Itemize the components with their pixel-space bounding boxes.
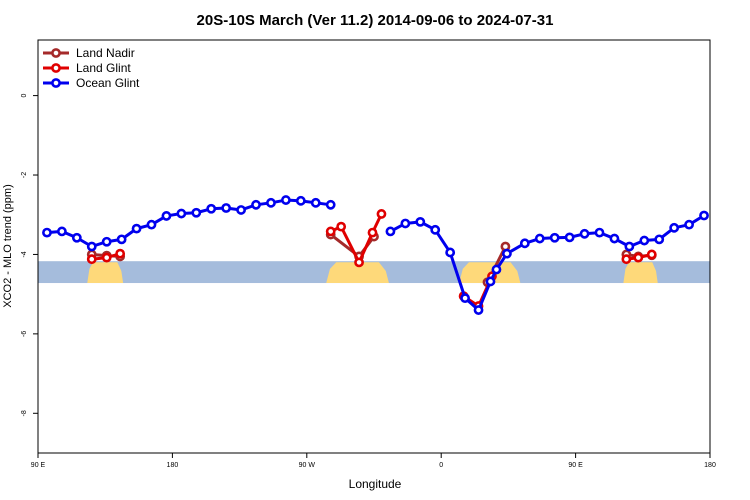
legend-marker-2	[51, 78, 61, 88]
data-point-2-0-12	[221, 203, 232, 213]
data-point-2-0-8	[161, 211, 172, 221]
data-point-1-3-2	[646, 249, 657, 260]
data-point-2-0-11	[206, 203, 217, 214]
y-tick-label-0: 0	[21, 94, 28, 98]
series-lines	[42, 195, 709, 315]
data-point-2-1-22	[699, 210, 709, 221]
data-point-2-1-19	[654, 234, 665, 245]
data-point-2-0-9	[176, 208, 187, 219]
y-tick-label-1: -2	[21, 172, 28, 178]
x-tick-label-5: 180	[704, 462, 716, 469]
land-region-3	[623, 262, 658, 284]
data-point-2-0-7	[146, 219, 157, 230]
data-point-2-0-0	[42, 227, 52, 238]
data-point-2-1-21	[684, 219, 694, 230]
data-point-2-0-17	[295, 195, 306, 206]
chart-title: 20S-10S March (Ver 11.2) 2014-09-06 to 2…	[197, 12, 554, 29]
data-point-1-0-2	[115, 248, 126, 259]
data-point-1-1-3	[367, 227, 378, 238]
data-point-2-0-16	[280, 195, 291, 205]
data-point-2-0-3	[86, 241, 97, 252]
data-point-1-0-1	[101, 252, 112, 263]
series-line-2-0	[46, 198, 331, 248]
data-point-2-0-4	[101, 236, 112, 247]
data-point-2-1-1	[400, 218, 411, 229]
land-region-0	[87, 262, 124, 284]
data-point-1-3-0	[621, 254, 632, 265]
data-point-2-0-14	[251, 199, 261, 210]
data-point-2-1-8	[491, 264, 502, 275]
data-point-2-1-20	[669, 222, 680, 233]
data-point-1-3-1	[633, 252, 644, 263]
data-point-1-1-1	[336, 221, 347, 232]
land-region-1	[326, 262, 389, 284]
data-point-2-1-14	[579, 228, 590, 239]
data-point-2-0-6	[131, 223, 142, 234]
legend-marker-0	[51, 48, 61, 58]
y-tick-label-2: -4	[21, 251, 28, 257]
x-tick-label-1: 180	[167, 462, 179, 469]
x-tick-label-3: 0	[439, 462, 443, 469]
data-point-2-1-2	[415, 216, 426, 227]
data-point-2-1-7	[485, 276, 496, 287]
data-point-2-1-12	[549, 232, 560, 243]
data-point-2-1-4	[445, 247, 456, 258]
legend-label-1: Land Glint	[76, 61, 131, 75]
legend-label-0: Land Nadir	[76, 46, 135, 60]
x-tick-label-4: 90 E	[568, 462, 583, 469]
data-point-2-1-18	[639, 235, 650, 246]
data-point-2-1-16	[609, 233, 620, 244]
y-axis-label: XCO2 - MLO trend (ppm)	[2, 184, 14, 307]
data-point-2-1-5	[460, 293, 470, 304]
data-point-2-1-6	[473, 305, 484, 315]
data-point-2-0-19	[325, 199, 336, 210]
x-tick-label-2: 90 W	[299, 462, 316, 469]
data-point-2-1-9	[502, 248, 512, 259]
data-point-2-1-15	[594, 227, 605, 238]
data-point-1-0-0	[86, 254, 97, 265]
data-point-2-1-3	[430, 224, 441, 235]
y-tick-label-4: -8	[21, 410, 28, 416]
plot-frame	[37, 39, 711, 454]
x-tick-label-0: 90 E	[31, 462, 46, 469]
data-point-2-0-15	[266, 197, 276, 208]
y-tick-label-3: -6	[21, 331, 28, 337]
data-point-2-0-13	[236, 205, 246, 215]
data-point-1-1-2	[354, 257, 364, 268]
data-point-2-0-5	[116, 234, 127, 245]
legend-label-2: Ocean Glint	[76, 76, 140, 90]
data-point-2-1-0	[385, 226, 396, 237]
data-point-2-1-17	[624, 241, 635, 252]
data-point-2-0-10	[191, 207, 202, 218]
land-ocean-band	[38, 261, 710, 284]
data-point-1-1-0	[325, 226, 336, 237]
data-point-2-0-2	[71, 232, 82, 243]
data-point-2-0-1	[56, 226, 67, 237]
data-point-2-1-10	[519, 238, 530, 249]
legend-marker-1	[51, 63, 61, 73]
x-axis-label: Longitude	[349, 477, 402, 491]
data-point-2-1-13	[564, 232, 575, 243]
axes: 90 E 180 90 W 0 90 E 180 0 -2 -4 -6 -8	[21, 94, 716, 469]
data-point-2-0-18	[310, 197, 321, 208]
data-point-2-1-11	[534, 233, 545, 244]
data-point-1-1-4	[376, 209, 387, 219]
